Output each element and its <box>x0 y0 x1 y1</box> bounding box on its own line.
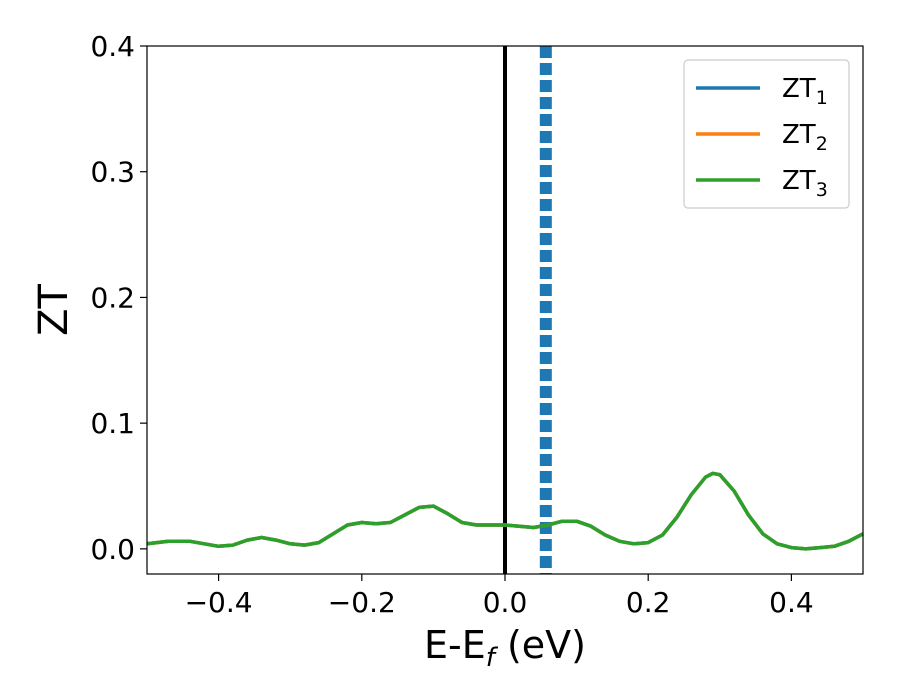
legend-label-zt3: ZT3 <box>782 166 828 201</box>
x-axis-label-rest: (eV) <box>495 623 586 667</box>
x-tick-label: 0.2 <box>626 586 671 619</box>
series-line-zt3 <box>146 471 864 551</box>
y-tick-label: 0.3 <box>90 156 135 189</box>
legend-label-zt1: ZT1 <box>782 74 828 109</box>
y-tick-label: 0.0 <box>90 533 135 566</box>
y-tick-label: 0.4 <box>90 30 135 63</box>
x-tick-label: 0.4 <box>769 586 814 619</box>
y-axis: 0.0 0.1 0.2 0.3 0.4 <box>90 30 147 566</box>
x-axis: −0.4 −0.2 0.0 0.2 0.4 <box>185 574 814 619</box>
x-axis-label-base: E-E <box>424 623 486 667</box>
legend: ZT1 ZT2 ZT3 <box>683 59 850 209</box>
y-tick-label: 0.2 <box>90 281 135 314</box>
plot-content <box>146 46 864 574</box>
x-tick-label: 0.0 <box>483 586 528 619</box>
y-tick-label: 0.1 <box>90 407 135 440</box>
legend-label-zt2: ZT2 <box>782 120 828 155</box>
y-axis-label: ZT <box>31 284 77 336</box>
x-tick-label: −0.4 <box>185 586 253 619</box>
x-tick-label: −0.2 <box>328 586 396 619</box>
x-axis-label: E-Ef (eV) <box>424 623 586 673</box>
legend-box <box>683 59 850 209</box>
